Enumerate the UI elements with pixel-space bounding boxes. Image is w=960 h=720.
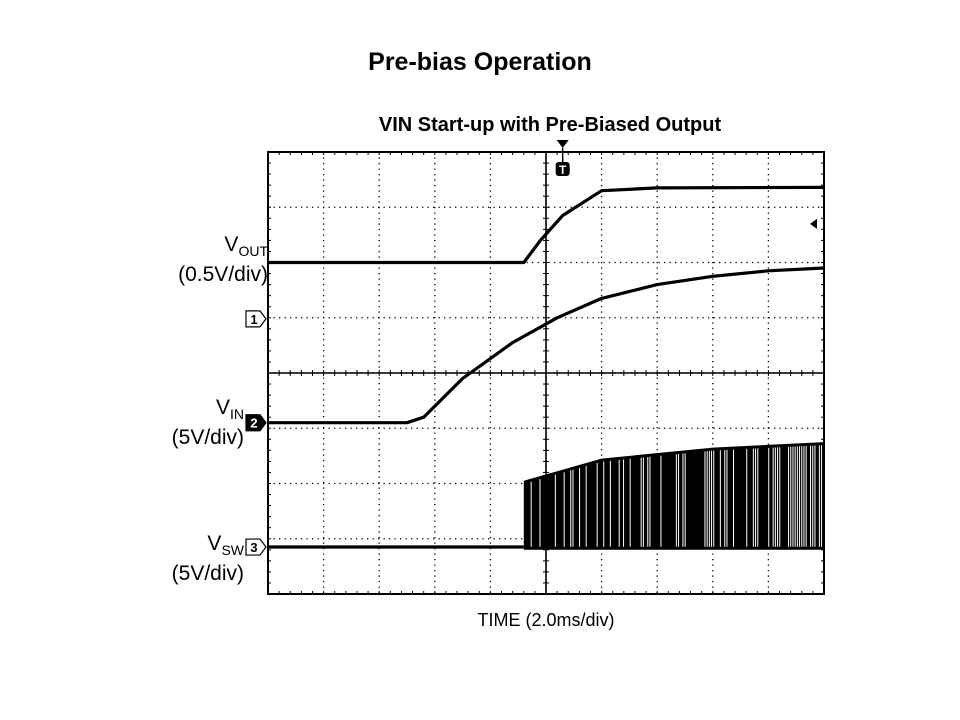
channel-1-marker: 1	[245, 310, 267, 328]
vsw-switching-burst	[523, 442, 824, 550]
vin-trace	[268, 266, 825, 425]
channel-marker-shape	[245, 310, 267, 328]
vout-label: VOUT (0.5V/div)	[120, 233, 268, 287]
x-axis-label: TIME (2.0ms/div)	[477, 610, 615, 630]
vout-scale: (0.5V/div)	[178, 263, 268, 286]
vout-label-sub: OUT	[238, 243, 268, 259]
trigger-arrow-icon	[556, 140, 569, 148]
trigger-box-icon	[555, 162, 570, 176]
vin-label-main: V	[215, 396, 230, 419]
channel-marker-shape	[245, 414, 267, 432]
channel-marker-number: 1	[250, 312, 257, 327]
channel-marker-number: 3	[250, 540, 257, 555]
vin-label: VIN (5V/div)	[120, 396, 244, 450]
vsw-label-sub: SW	[221, 542, 244, 558]
vin-scale: (5V/div)	[171, 426, 244, 449]
vsw-label: VSW (5V/div)	[120, 532, 244, 586]
channel-marker-shape	[245, 538, 267, 556]
chart-title: VIN Start-up with Pre-Biased Output	[378, 114, 722, 136]
channel-3-marker: 3	[245, 538, 267, 556]
vin-label-sub: IN	[230, 406, 244, 422]
channel-marker-number: 2	[250, 416, 257, 431]
vout-trace	[268, 185, 825, 265]
trigger-marker-label: T	[559, 163, 567, 177]
channel-2-marker: 2	[245, 414, 267, 432]
vsw-label-main: V	[207, 532, 222, 555]
vout-label-main: V	[224, 233, 239, 256]
slide-title: Pre-bias Operation	[368, 48, 592, 76]
trigger-level-icon	[810, 218, 817, 229]
vsw-scale: (5V/div)	[171, 562, 244, 585]
